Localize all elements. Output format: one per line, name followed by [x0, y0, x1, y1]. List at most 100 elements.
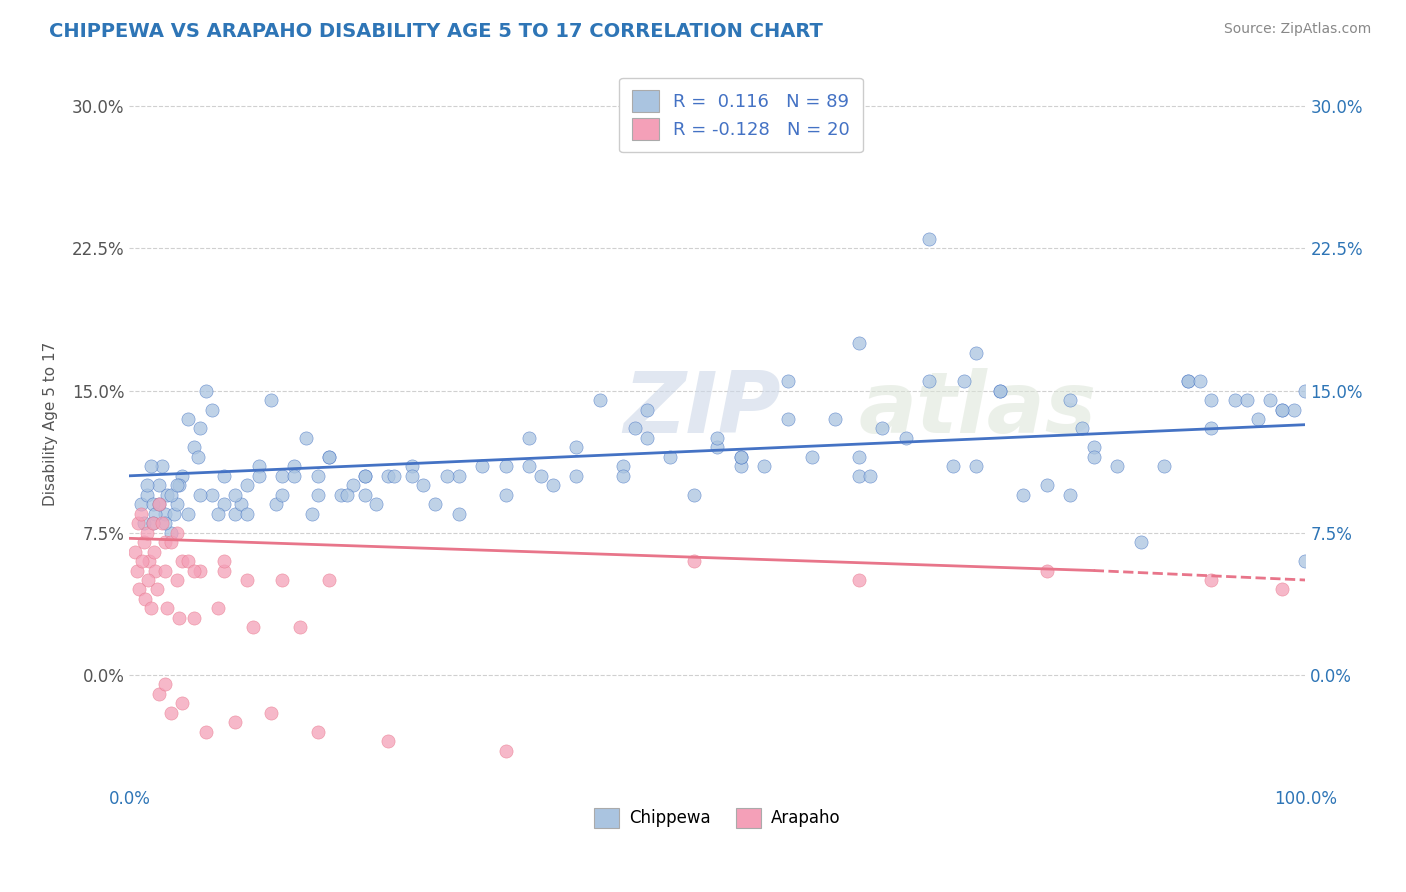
Point	[131, 554, 153, 568]
Point	[776, 412, 799, 426]
Point	[730, 450, 752, 464]
Point	[988, 384, 1011, 398]
Point	[636, 402, 658, 417]
Point	[942, 459, 965, 474]
Point	[159, 535, 181, 549]
Point	[128, 582, 150, 597]
Point	[247, 468, 270, 483]
Point	[1271, 582, 1294, 597]
Text: Source: ZipAtlas.com: Source: ZipAtlas.com	[1223, 22, 1371, 37]
Point	[295, 431, 318, 445]
Point	[129, 497, 152, 511]
Point	[125, 564, 148, 578]
Point	[824, 412, 846, 426]
Point	[1223, 392, 1246, 407]
Point	[377, 734, 399, 748]
Point	[145, 582, 167, 597]
Point	[177, 507, 200, 521]
Point	[148, 478, 170, 492]
Point	[965, 459, 987, 474]
Point	[307, 488, 329, 502]
Point	[153, 507, 176, 521]
Point	[139, 601, 162, 615]
Point	[301, 507, 323, 521]
Point	[224, 715, 246, 730]
Point	[870, 421, 893, 435]
Point	[336, 488, 359, 502]
Point	[382, 468, 405, 483]
Point	[495, 488, 517, 502]
Point	[447, 507, 470, 521]
Point	[754, 459, 776, 474]
Point	[366, 497, 388, 511]
Point	[307, 468, 329, 483]
Point	[612, 468, 634, 483]
Point	[1083, 441, 1105, 455]
Point	[138, 554, 160, 568]
Point	[156, 488, 179, 502]
Point	[1236, 392, 1258, 407]
Point	[342, 478, 364, 492]
Point	[136, 573, 159, 587]
Point	[163, 507, 186, 521]
Point	[495, 459, 517, 474]
Point	[153, 677, 176, 691]
Point	[201, 402, 224, 417]
Point	[1177, 374, 1199, 388]
Point	[159, 525, 181, 540]
Point	[1294, 384, 1316, 398]
Point	[1201, 573, 1223, 587]
Point	[353, 468, 375, 483]
Point	[207, 507, 229, 521]
Point	[212, 564, 235, 578]
Point	[612, 459, 634, 474]
Point	[194, 724, 217, 739]
Point	[159, 706, 181, 720]
Point	[353, 468, 375, 483]
Point	[541, 478, 564, 492]
Point	[565, 468, 588, 483]
Point	[859, 468, 882, 483]
Point	[236, 478, 259, 492]
Point	[153, 516, 176, 531]
Point	[166, 497, 188, 511]
Y-axis label: Disability Age 5 to 17: Disability Age 5 to 17	[44, 342, 58, 506]
Point	[172, 696, 194, 710]
Point	[152, 516, 174, 531]
Point	[167, 478, 190, 492]
Point	[139, 459, 162, 474]
Point	[177, 412, 200, 426]
Point	[142, 516, 165, 531]
Point	[172, 468, 194, 483]
Point	[307, 724, 329, 739]
Point	[1071, 421, 1094, 435]
Point	[1258, 392, 1281, 407]
Point	[565, 441, 588, 455]
Point	[1107, 459, 1129, 474]
Point	[152, 459, 174, 474]
Point	[894, 431, 917, 445]
Point	[1059, 392, 1081, 407]
Point	[247, 459, 270, 474]
Point	[1282, 402, 1305, 417]
Point	[132, 516, 155, 531]
Point	[145, 507, 167, 521]
Point	[1177, 374, 1199, 388]
Point	[318, 450, 340, 464]
Point	[848, 450, 870, 464]
Point	[1294, 554, 1316, 568]
Point	[183, 564, 205, 578]
Legend: Chippewa, Arapaho: Chippewa, Arapaho	[588, 801, 848, 835]
Point	[188, 488, 211, 502]
Point	[848, 573, 870, 587]
Point	[142, 516, 165, 531]
Point	[401, 468, 423, 483]
Point	[156, 601, 179, 615]
Point	[127, 516, 149, 531]
Point	[142, 497, 165, 511]
Point	[517, 431, 540, 445]
Point	[166, 478, 188, 492]
Point	[377, 468, 399, 483]
Point	[1035, 478, 1057, 492]
Point	[136, 478, 159, 492]
